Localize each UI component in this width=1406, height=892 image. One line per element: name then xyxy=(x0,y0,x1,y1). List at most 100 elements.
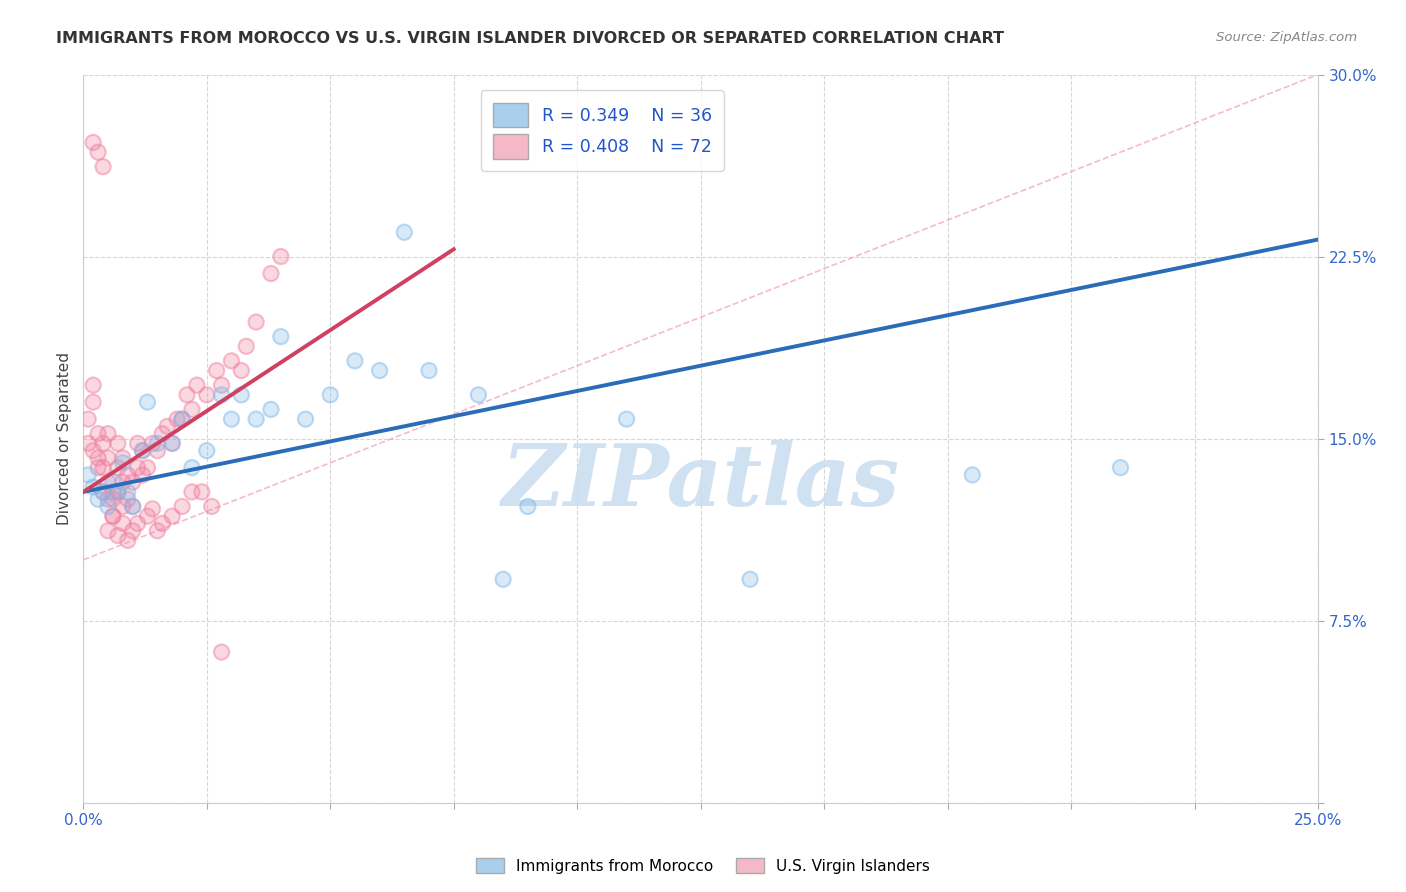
Point xyxy=(170,412,193,426)
Point xyxy=(107,484,129,499)
Point xyxy=(245,315,267,329)
Point xyxy=(97,426,120,441)
Point xyxy=(97,492,120,507)
Point xyxy=(231,388,253,402)
Point xyxy=(91,460,114,475)
Point xyxy=(738,572,761,586)
Point xyxy=(77,436,100,450)
Point xyxy=(962,467,984,482)
Point xyxy=(211,645,233,659)
Point xyxy=(492,572,515,586)
Point xyxy=(107,484,129,499)
Point xyxy=(91,484,114,499)
Point xyxy=(97,524,120,538)
Point xyxy=(82,395,104,409)
Point xyxy=(156,419,179,434)
Point xyxy=(181,460,204,475)
Point xyxy=(294,412,316,426)
Point xyxy=(146,443,169,458)
Point xyxy=(111,456,134,470)
Point xyxy=(127,436,149,450)
Point xyxy=(260,267,283,281)
Point xyxy=(181,484,204,499)
Point xyxy=(82,136,104,150)
Point xyxy=(87,492,110,507)
Point xyxy=(176,388,198,402)
Point xyxy=(111,450,134,465)
Point xyxy=(368,363,391,377)
Point xyxy=(101,509,124,524)
Point xyxy=(107,460,129,475)
Point xyxy=(97,426,120,441)
Point xyxy=(111,500,134,514)
Point xyxy=(136,395,159,409)
Point xyxy=(82,378,104,392)
Text: ZIPatlas: ZIPatlas xyxy=(502,441,900,524)
Point xyxy=(87,145,110,160)
Point xyxy=(260,402,283,417)
Point xyxy=(127,460,149,475)
Point xyxy=(141,436,163,450)
Point xyxy=(91,436,114,450)
Point xyxy=(231,363,253,377)
Point xyxy=(87,145,110,160)
Point xyxy=(107,484,129,499)
Point xyxy=(82,443,104,458)
Point xyxy=(170,412,193,426)
Point xyxy=(211,645,233,659)
Point xyxy=(91,484,114,499)
Point xyxy=(160,509,183,524)
Point xyxy=(195,388,218,402)
Point xyxy=(221,412,243,426)
Point xyxy=(170,412,193,426)
Point xyxy=(160,509,183,524)
Point xyxy=(91,484,114,499)
Point xyxy=(201,500,224,514)
Point xyxy=(245,315,267,329)
Point xyxy=(111,516,134,531)
Point xyxy=(82,136,104,150)
Point xyxy=(136,395,159,409)
Point xyxy=(492,572,515,586)
Point xyxy=(121,500,143,514)
Point xyxy=(107,436,129,450)
Point xyxy=(231,363,253,377)
Point xyxy=(87,426,110,441)
Point xyxy=(101,475,124,490)
Point xyxy=(170,500,193,514)
Point xyxy=(136,509,159,524)
Point xyxy=(394,225,416,239)
Y-axis label: Divorced or Separated: Divorced or Separated xyxy=(58,352,72,525)
Point xyxy=(87,492,110,507)
Point xyxy=(131,443,153,458)
Point xyxy=(195,443,218,458)
Point xyxy=(91,436,114,450)
Point xyxy=(186,378,208,392)
Point xyxy=(111,500,134,514)
Point xyxy=(211,378,233,392)
Point xyxy=(191,484,214,499)
Point xyxy=(235,339,257,353)
Point xyxy=(111,475,134,490)
Point xyxy=(319,388,342,402)
Point xyxy=(235,339,257,353)
Point xyxy=(270,329,292,343)
Point xyxy=(111,456,134,470)
Point xyxy=(127,436,149,450)
Point xyxy=(211,388,233,402)
Point xyxy=(121,500,143,514)
Point xyxy=(156,419,179,434)
Point xyxy=(97,500,120,514)
Point xyxy=(82,480,104,494)
Point xyxy=(221,354,243,368)
Point xyxy=(117,533,139,548)
Point xyxy=(141,502,163,516)
Point xyxy=(211,388,233,402)
Point xyxy=(294,412,316,426)
Point xyxy=(319,388,342,402)
Point xyxy=(136,460,159,475)
Point xyxy=(245,412,267,426)
Point xyxy=(195,443,218,458)
Point xyxy=(82,395,104,409)
Point xyxy=(211,378,233,392)
